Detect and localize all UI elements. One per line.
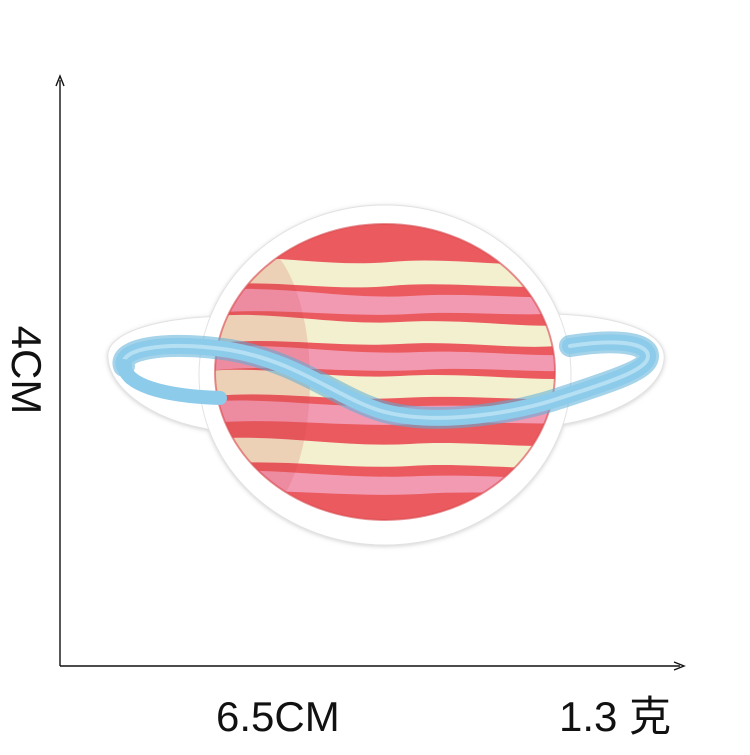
horizontal-axis: [60, 661, 686, 671]
planet-patch: [107, 204, 665, 546]
vertical-axis: [55, 74, 65, 666]
arrow-up-icon: [55, 74, 65, 87]
ring-front: [112, 331, 659, 429]
weight-label: 1.3 克: [559, 693, 672, 740]
width-label: 6.5CM: [216, 693, 340, 740]
arrow-right-icon: [673, 661, 686, 671]
height-label: 4CM: [3, 325, 50, 415]
